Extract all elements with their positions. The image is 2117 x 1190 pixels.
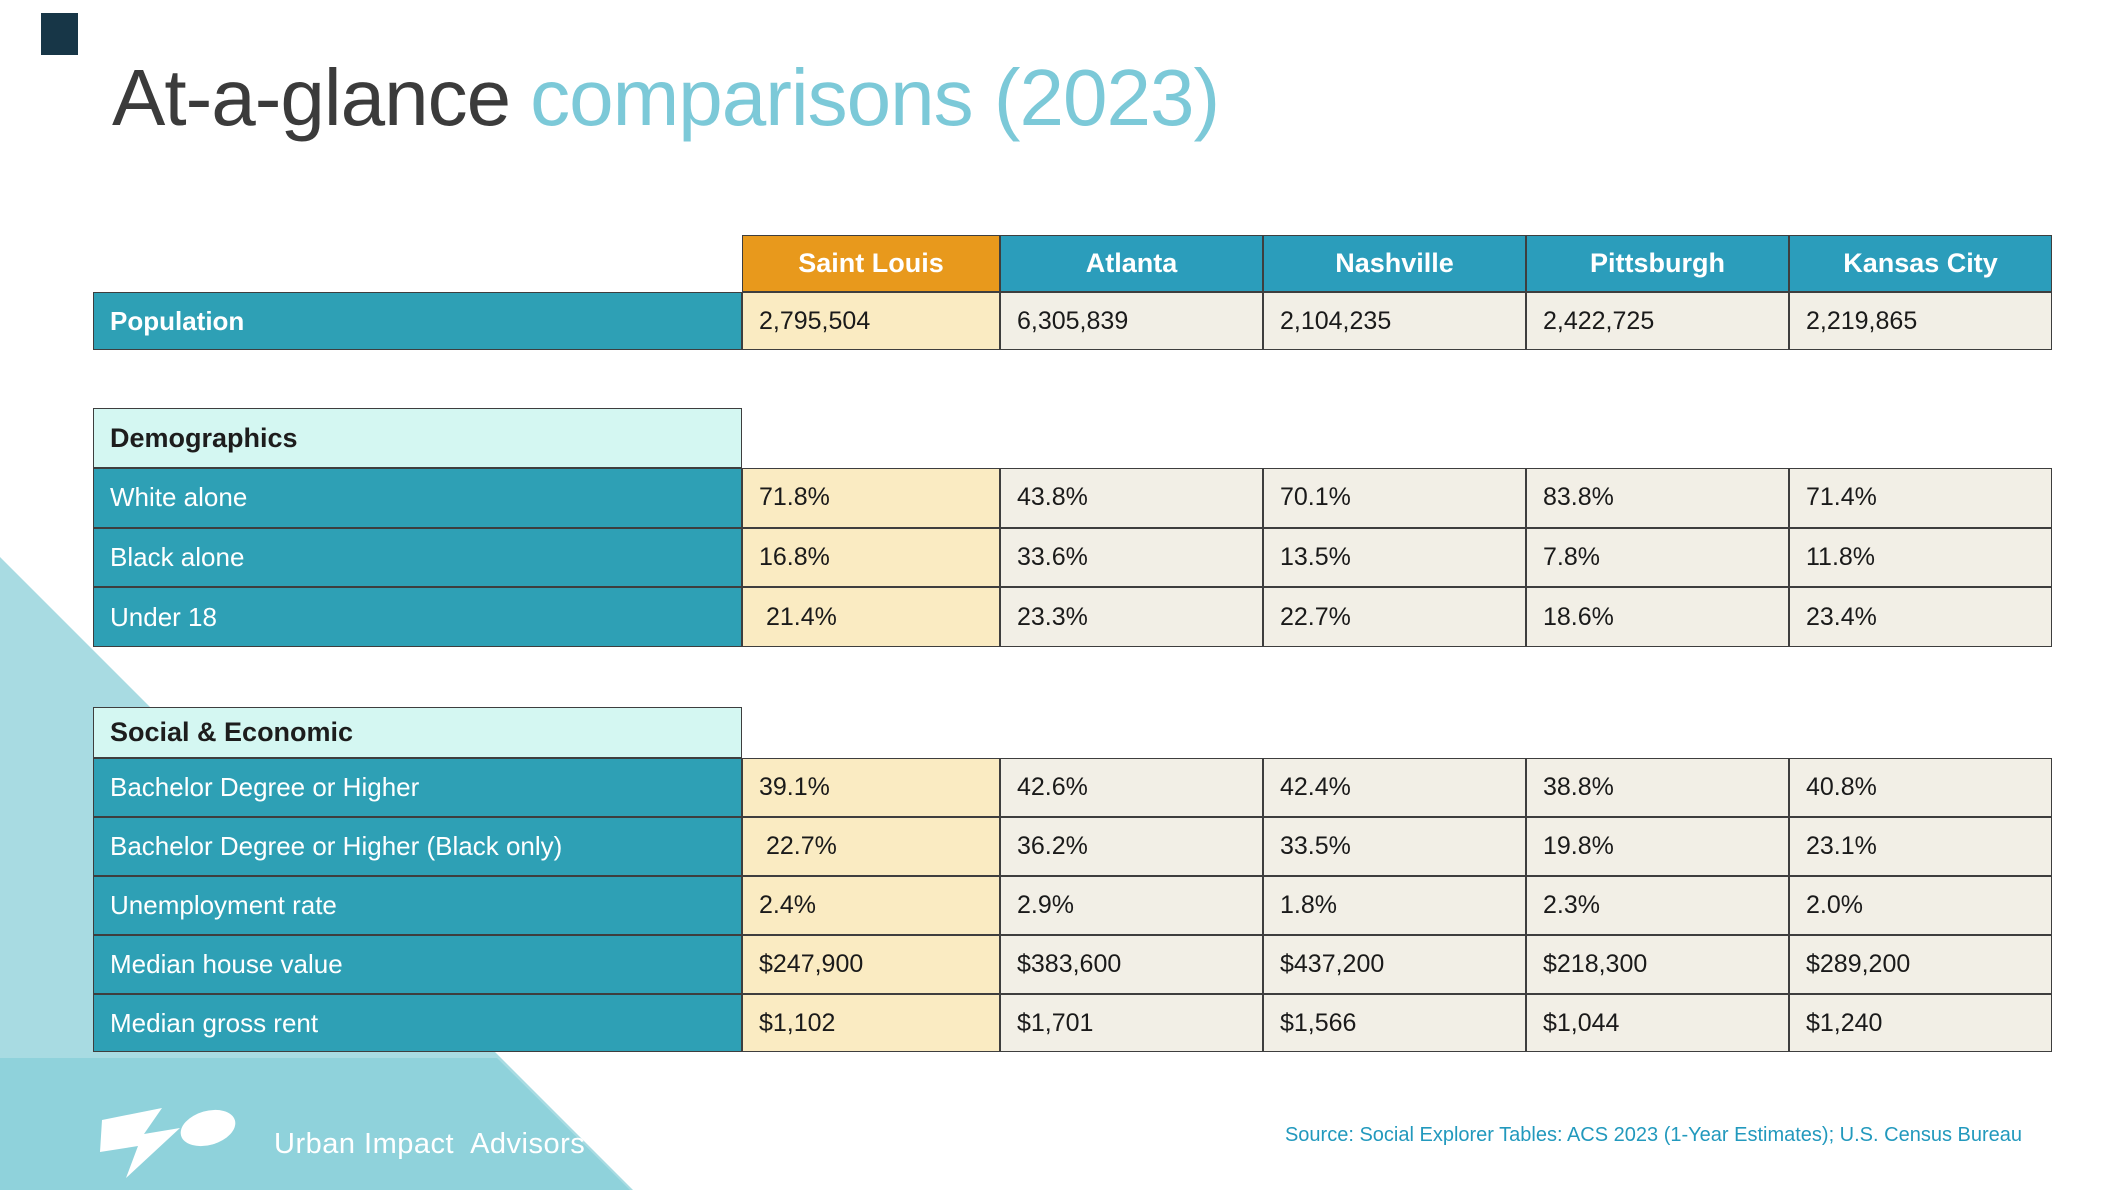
brand-name: Urban Impact Advisors — [274, 1128, 585, 1161]
value-population-pittsburgh: 2,422,725 — [1526, 292, 1789, 350]
row-label-population: Population — [93, 292, 742, 350]
value-median-gross-rent-kansas-city: $1,240 — [1789, 994, 2052, 1052]
value-median-house-value-atlanta: $383,600 — [1000, 935, 1263, 994]
city-header-nashville: Nashville — [1263, 235, 1526, 292]
source-citation: Source: Social Explorer Tables: ACS 2023… — [1284, 1124, 2022, 1146]
value-bachelor-degree-or-higher-atlanta: 42.6% — [1000, 758, 1263, 817]
row-label-unemployment-rate: Unemployment rate — [93, 876, 742, 935]
value-median-gross-rent-atlanta: $1,701 — [1000, 994, 1263, 1052]
value-white-alone-pittsburgh: 83.8% — [1526, 468, 1789, 528]
value-under-18-pittsburgh: 18.6% — [1526, 587, 1789, 647]
value-under-18-saint-louis: 21.4% — [742, 587, 1000, 647]
value-median-gross-rent-saint-louis: $1,102 — [742, 994, 1000, 1052]
value-under-18-nashville: 22.7% — [1263, 587, 1526, 647]
value-black-alone-pittsburgh: 7.8% — [1526, 527, 1789, 588]
value-black-alone-atlanta: 33.6% — [1000, 527, 1263, 588]
value-black-alone-kansas-city: 11.8% — [1789, 527, 2052, 588]
value-bachelor-degree-or-higher-black-only-kansas-city: 23.1% — [1789, 817, 2052, 876]
value-unemployment-rate-kansas-city: 2.0% — [1789, 876, 2052, 935]
value-bachelor-degree-or-higher-nashville: 42.4% — [1263, 758, 1526, 817]
value-unemployment-rate-atlanta: 2.9% — [1000, 876, 1263, 935]
value-black-alone-saint-louis: 16.8% — [742, 527, 1000, 588]
brand-name-part2: Advisors — [470, 1127, 586, 1160]
value-white-alone-saint-louis: 71.8% — [742, 468, 1000, 528]
title-accent-part: comparisons (2023) — [530, 53, 1220, 142]
value-under-18-atlanta: 23.3% — [1000, 587, 1263, 647]
value-bachelor-degree-or-higher-black-only-saint-louis: 22.7% — [742, 817, 1000, 876]
row-label-bachelor-degree-or-higher-black-only: Bachelor Degree or Higher (Black only) — [93, 817, 742, 876]
value-median-gross-rent-pittsburgh: $1,044 — [1526, 994, 1789, 1052]
value-black-alone-nashville: 13.5% — [1263, 527, 1526, 588]
value-median-house-value-saint-louis: $247,900 — [742, 935, 1000, 994]
value-white-alone-nashville: 70.1% — [1263, 468, 1526, 528]
row-label-median-house-value: Median house value — [93, 935, 742, 994]
social-economic-table: Social & Economic Bachelor Degree or High… — [93, 707, 2052, 1052]
value-unemployment-rate-pittsburgh: 2.3% — [1526, 876, 1789, 935]
title-dark-part: At-a-glance — [112, 53, 511, 142]
value-unemployment-rate-saint-louis: 2.4% — [742, 876, 1000, 935]
row-label-bachelor-degree-or-higher: Bachelor Degree or Higher — [93, 758, 742, 817]
value-population-kansas-city: 2,219,865 — [1789, 292, 2052, 350]
row-label-black-alone: Black alone — [93, 527, 742, 588]
value-median-house-value-kansas-city: $289,200 — [1789, 935, 2052, 994]
city-header-saint-louis: Saint Louis — [742, 235, 1000, 292]
section-header-demographics: Demographics — [93, 408, 742, 468]
city-header-pittsburgh: Pittsburgh — [1526, 235, 1789, 292]
value-population-saint-louis: 2,795,504 — [742, 292, 1000, 350]
value-bachelor-degree-or-higher-kansas-city: 40.8% — [1789, 758, 2052, 817]
brand-name-part1: Urban Impact — [274, 1127, 455, 1160]
brand-footer: Urban Impact Advisors — [92, 1104, 585, 1184]
value-bachelor-degree-or-higher-black-only-pittsburgh: 19.8% — [1526, 817, 1789, 876]
value-bachelor-degree-or-higher-black-only-nashville: 33.5% — [1263, 817, 1526, 876]
page-title: At-a-glance comparisons (2023) — [112, 52, 1220, 144]
value-median-house-value-pittsburgh: $218,300 — [1526, 935, 1789, 994]
city-header-kansas-city: Kansas City — [1789, 235, 2052, 292]
value-population-atlanta: 6,305,839 — [1000, 292, 1263, 350]
value-bachelor-degree-or-higher-black-only-atlanta: 36.2% — [1000, 817, 1263, 876]
value-white-alone-atlanta: 43.8% — [1000, 468, 1263, 528]
value-bachelor-degree-or-higher-saint-louis: 39.1% — [742, 758, 1000, 817]
row-label-white-alone: White alone — [93, 468, 742, 528]
brand-logo-icon — [100, 1108, 236, 1178]
section-header-social-economic: Social & Economic — [93, 707, 742, 758]
corner-accent-mark — [41, 13, 78, 55]
demographics-table: Demographics White alone 71.8% 43.8% 70.1% 83… — [93, 408, 2052, 647]
row-label-median-gross-rent: Median gross rent — [93, 994, 742, 1052]
value-median-gross-rent-nashville: $1,566 — [1263, 994, 1526, 1052]
value-under-18-kansas-city: 23.4% — [1789, 587, 2052, 647]
value-bachelor-degree-or-higher-pittsburgh: 38.8% — [1526, 758, 1789, 817]
value-population-nashville: 2,104,235 — [1263, 292, 1526, 350]
city-header-atlanta: Atlanta — [1000, 235, 1263, 292]
value-median-house-value-nashville: $437,200 — [1263, 935, 1526, 994]
value-unemployment-rate-nashville: 1.8% — [1263, 876, 1526, 935]
value-white-alone-kansas-city: 71.4% — [1789, 468, 2052, 528]
population-table: Saint Louis Atlanta Nashville Pittsburgh Kan… — [93, 235, 2052, 350]
header-spacer — [93, 235, 742, 292]
row-label-under-18: Under 18 — [93, 587, 742, 647]
